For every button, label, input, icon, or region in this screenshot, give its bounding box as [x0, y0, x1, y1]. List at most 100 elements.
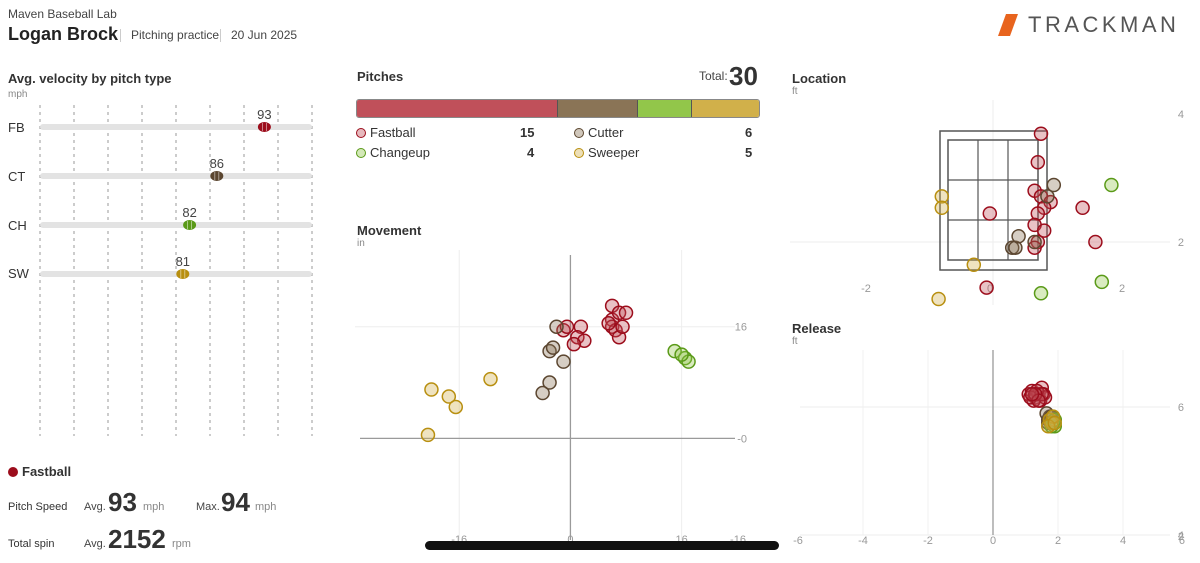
movement-point-changeup [667, 343, 682, 359]
avg-speed-value: 93 [108, 487, 137, 517]
session-date: 20 Jun 2025 [220, 29, 297, 42]
movement-ytick: 16 [735, 322, 747, 334]
pitch-mix-bar [356, 99, 760, 118]
pitch-mix-segment-sweeper [691, 100, 759, 117]
fastball-stats-title: Fastball [22, 464, 72, 479]
velocity-label-ct: CT [8, 169, 26, 184]
movement-point-cutter [545, 340, 561, 355]
movement-point-fastball [570, 329, 585, 345]
location-point-changeup [1104, 177, 1119, 193]
location-point-cutter [1046, 177, 1062, 193]
legend-sweeper-count: 5 [745, 145, 753, 160]
location-point-cutter [1027, 234, 1042, 250]
pitch-speed-label: Pitch Speed [8, 501, 68, 513]
avg-speed-label: Avg. [84, 501, 106, 513]
legend-changeup-count: 4 [527, 145, 535, 160]
location-point-fastball [1033, 126, 1049, 141]
location-point-sweeper [934, 189, 950, 204]
max-speed-unit: mph [255, 501, 277, 513]
movement-chart: 16-0-16 0 16 -16 [355, 250, 747, 546]
location-point-fastball [1075, 200, 1090, 216]
release-unit: ft [792, 336, 798, 347]
velocity-track [40, 222, 312, 228]
avg-spin-value: 2152 [108, 524, 166, 554]
player-name: Logan Brock [8, 24, 119, 44]
velocity-marker-fb [257, 122, 271, 132]
legend-cutter-label: Cutter [588, 125, 624, 140]
velocity-marker-ch [183, 220, 197, 230]
release-point-fastball [1024, 386, 1040, 402]
max-speed-value: 94 [221, 487, 250, 517]
location-xtick: 0 [987, 283, 993, 295]
movement-point-sweeper [424, 382, 439, 397]
session-type: Pitching practice [120, 29, 219, 42]
release-xtick: -4 [858, 535, 868, 547]
release-point-sweeper [1047, 415, 1062, 431]
location-xtick: -2 [861, 283, 871, 295]
pitch-mix-segment-cutter [558, 100, 639, 117]
avg-spin-label: Avg. [84, 538, 106, 550]
fastball-dot-icon [356, 127, 366, 138]
release-xtick: -6 [793, 535, 803, 547]
trackman-logo-icon [998, 14, 1018, 36]
velocity-label-sw: SW [8, 266, 29, 281]
movement-point-fastball [559, 319, 575, 334]
location-point-fastball [982, 206, 998, 221]
location-unit: ft [792, 86, 798, 97]
velocity-marker-ct [210, 171, 224, 181]
velocity-track [40, 173, 312, 179]
velocity-track [40, 124, 312, 130]
location-point-fastball [1030, 154, 1046, 170]
velocity-marker-sw [176, 269, 190, 279]
location-ytick: 4 [1178, 109, 1184, 121]
release-title: Release [792, 321, 842, 336]
pitch-mix-segment-changeup [638, 100, 692, 117]
movement-point-cutter [556, 354, 571, 369]
location-point-cutter [1040, 189, 1055, 204]
movement-point-sweeper [420, 427, 436, 443]
home-indicator-bar[interactable] [425, 541, 779, 550]
location-point-fastball [1027, 240, 1042, 255]
total-spin-label: Total spin [8, 538, 55, 550]
location-point-sweeper [934, 200, 950, 216]
max-speed-label: Max. [196, 501, 220, 513]
trackman-logo: TRACKMAN [998, 12, 1179, 38]
legend-cutter[interactable]: Cutter [574, 125, 623, 140]
location-ytick: 2 [1178, 237, 1184, 249]
location-point-fastball [1036, 223, 1052, 238]
velocity-value-sw: 81 [176, 254, 190, 269]
movement-point-fastball [618, 305, 634, 321]
avg-speed-unit: mph [143, 501, 165, 513]
legend-fastball[interactable]: Fastball [356, 125, 416, 140]
pitches-title: Pitches [357, 69, 404, 84]
movement-point-fastball [566, 336, 582, 352]
trackman-wordmark: TRACKMAN [1028, 12, 1180, 37]
legend-changeup[interactable]: Changeup [356, 145, 430, 160]
release-xtick: 4 [1120, 535, 1126, 547]
velocity-value-fb: 93 [257, 107, 271, 122]
location-point-sweeper [931, 291, 946, 307]
location-chart: 4 2 -2 0 2 [790, 100, 1184, 307]
movement-point-sweeper [441, 389, 457, 404]
release-ytick: 6 [1178, 402, 1184, 414]
movement-point-fastball [601, 316, 616, 331]
velocity-chart: 93 86 82 81 [39, 105, 313, 436]
movement-point-sweeper [483, 371, 498, 387]
organization-name: Maven Baseball Lab [8, 7, 117, 21]
release-xtick: 0 [990, 535, 996, 547]
movement-point-cutter [535, 385, 550, 401]
movement-point-fastball [615, 319, 630, 334]
movement-xtick: 0 [567, 534, 573, 546]
release-ytick: 2 [1178, 531, 1184, 543]
release-chart: 642-6 -4 -2 0 2 4 6 [793, 350, 1185, 547]
movement-title: Movement [357, 223, 422, 238]
legend-sweeper[interactable]: Sweeper [574, 145, 639, 160]
release-xtick: -2 [923, 535, 933, 547]
location-point-cutter [1011, 229, 1026, 244]
pitch-mix-segment-fastball [357, 100, 558, 117]
velocity-label-ch: CH [8, 218, 27, 233]
location-title: Location [792, 71, 847, 86]
movement-unit: in [357, 238, 365, 249]
location-point-fastball [1088, 234, 1103, 250]
movement-point-sweeper [448, 399, 464, 415]
